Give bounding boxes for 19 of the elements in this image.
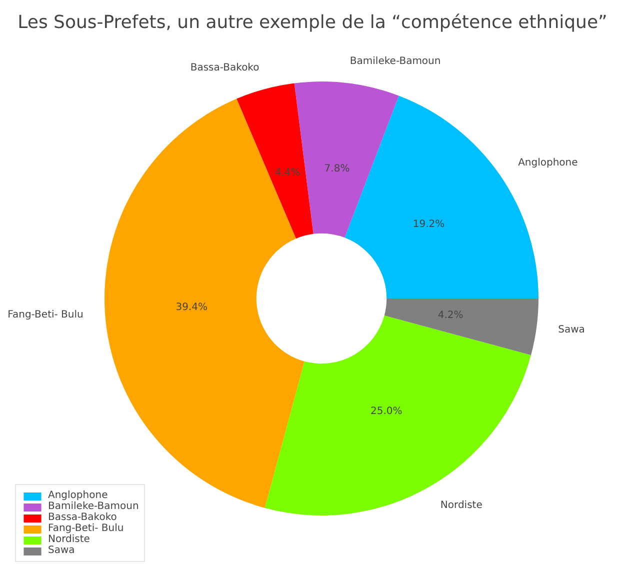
legend-label: Bassa-Bakoko — [48, 512, 117, 523]
data-label: 4.4% — [274, 167, 300, 178]
data-label: 4.2% — [438, 310, 464, 322]
legend-label: Sawa — [48, 545, 75, 556]
data-label: 7.8% — [324, 164, 350, 175]
chart-title: Les Sous-Prefets, un autre exemple de la “compétence ethnique” — [18, 12, 608, 33]
legend-label: Bamileke-Bamoun — [48, 501, 139, 512]
slice-label: Bassa-Bakoko — [190, 62, 260, 74]
slice-label: Bamileke-Bamoun — [350, 56, 441, 67]
data-label: 39.4% — [176, 302, 208, 313]
slice-label: Anglophone — [518, 158, 578, 169]
legend-label: Nordiste — [48, 534, 90, 545]
data-label: 25.0% — [370, 406, 402, 417]
slice-label: Fang-Beti- Bulu — [8, 309, 84, 320]
slice-label: Nordiste — [440, 500, 482, 511]
legend-label: Fang-Beti- Bulu — [48, 523, 124, 534]
slice-label: Sawa — [558, 324, 585, 336]
data-label: 19.2% — [412, 219, 445, 230]
legend-label: Anglophone — [48, 490, 108, 501]
